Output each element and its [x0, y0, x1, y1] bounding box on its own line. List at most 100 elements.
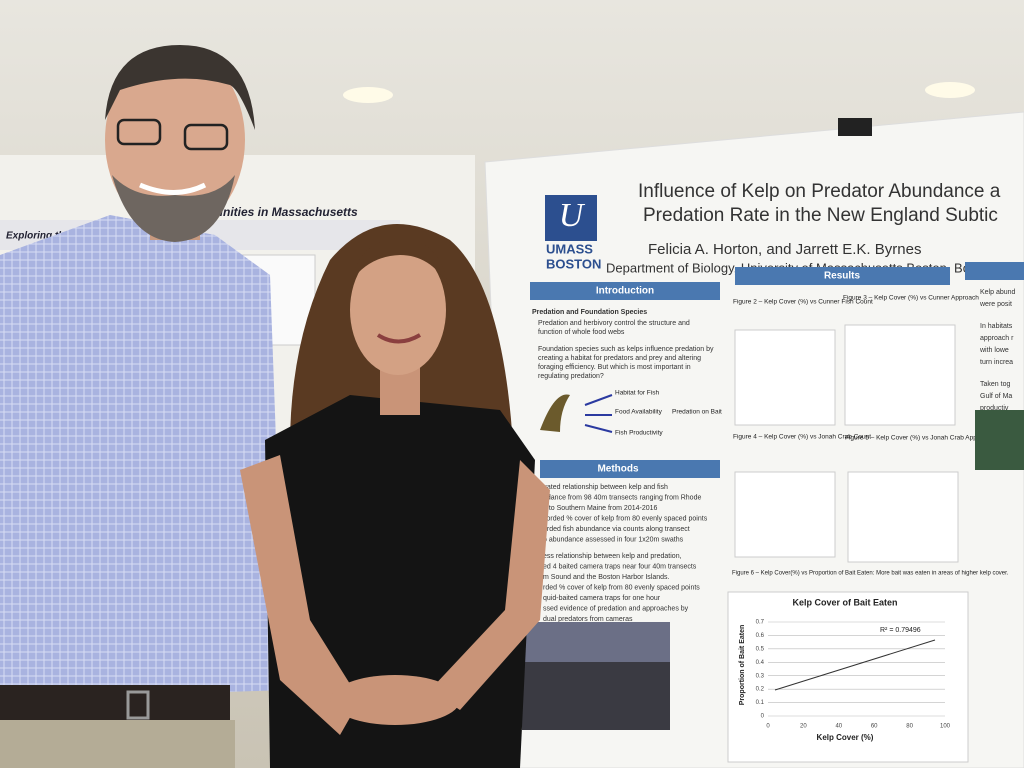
- intro-heading: Predation and Foundation Species: [532, 309, 647, 316]
- diagram-label: Fish Productivity: [615, 430, 663, 437]
- arm: [240, 455, 360, 735]
- beard: [112, 175, 235, 242]
- methods-line: b abundance assessed in four 1x20m swath…: [543, 536, 684, 543]
- diagram-label: Habitat for Fish: [615, 390, 659, 397]
- methods-line: m Sound and the Boston Harbor Islands.: [543, 574, 670, 581]
- methods-photo-sky: [522, 622, 670, 662]
- y-tick-label: 0.5: [756, 646, 765, 652]
- logo-u: U: [559, 197, 586, 234]
- section-bar: [735, 267, 950, 285]
- right-column-text: Kelp abund were posit In habitats approach …: [979, 289, 1016, 412]
- trend-line: [774, 639, 936, 691]
- x-tick-label: 0: [766, 724, 770, 730]
- intro-line: creating a habitat for predators and pre…: [538, 355, 701, 362]
- methods-line: ndance from 98 40m transects ranging fro…: [543, 494, 701, 501]
- mini-chart: [734, 471, 836, 558]
- methods-line: uated relationship between kelp and fish: [543, 484, 668, 491]
- section-bar: [540, 460, 720, 478]
- section-heading: Methods: [597, 464, 639, 475]
- belt: [0, 685, 230, 725]
- diagram-label: Food Availability: [615, 409, 663, 416]
- chart-title: Kelp Cover of Bait Eaten: [792, 597, 897, 607]
- buckle: [126, 690, 150, 720]
- authors: Felicia A. Horton, and Jarrett E.K. Byrn…: [648, 241, 921, 258]
- tick-labels: 0 20 40 60 80 100 0 0.1 0.2 0.3 0.4 0.5 0.6 0.7: [756, 620, 951, 730]
- section-bar: [965, 262, 1024, 280]
- x-axis-label: Kelp Cover (%): [817, 733, 874, 742]
- intro-line: regulating predation?: [538, 373, 604, 380]
- smile: [376, 333, 422, 344]
- methods-line: orded fish abundance via counts along tr…: [543, 526, 690, 533]
- y-tick-label: 0.4: [756, 660, 765, 666]
- mini-chart: [847, 471, 959, 563]
- right-line: Gulf of Ma: [980, 393, 1012, 400]
- methods-line: dual predators from cameras: [543, 616, 633, 623]
- intro-line: Foundation species such as kelps influen…: [538, 346, 714, 353]
- right-line: productiv: [980, 405, 1009, 412]
- x-tick-label: 20: [800, 724, 807, 730]
- shirt: [0, 215, 285, 700]
- ceiling-light: [343, 87, 393, 103]
- y-tick-label: 0.2: [756, 687, 765, 693]
- right-line: were posit: [979, 301, 1012, 308]
- pants: [0, 720, 235, 768]
- methods-line: ess relationship between kelp and predat…: [543, 553, 682, 560]
- hair: [105, 45, 255, 130]
- section-bar: [530, 282, 720, 300]
- y-tick-label: 0.7: [756, 620, 765, 626]
- mini-chart: [844, 324, 956, 426]
- chart-frame: [727, 591, 969, 763]
- figure-caption: Figure 4 – Kelp Cover (%) vs Jonah Crab …: [733, 434, 871, 441]
- ceiling-light: [925, 82, 975, 98]
- clip: [838, 118, 872, 136]
- hands: [330, 675, 460, 725]
- methods-text: uated relationship between kelp and fish…: [543, 484, 708, 623]
- arm: [430, 460, 550, 710]
- logo-text: UMASS: [546, 241, 593, 256]
- bait-chart: Kelp Cover of Bait Eaten R² = 0.79496 Ke…: [727, 591, 969, 763]
- intro-line: foraging efficiency. But which is most i…: [538, 364, 691, 371]
- intro-diagram: Habitat for Fish Food Availability Preda…: [540, 390, 722, 437]
- methods-line: ed 4 baited camera traps near four 40m t…: [543, 563, 697, 570]
- back-poster-text: Exploring the effec: [6, 231, 96, 242]
- figure-caption: Figure 6 – Kelp Cover(%) vs Proportion o…: [732, 571, 1009, 577]
- right-line: approach r: [980, 335, 1014, 342]
- mini-chart: [734, 329, 836, 426]
- glasses: [116, 118, 162, 146]
- right-line: turn increa: [980, 359, 1013, 366]
- figure-caption: Figure 3 – Kelp Cover (%) vs Cunner Appr…: [843, 295, 979, 302]
- back-poster-title: munities in Massachusetts: [205, 205, 358, 219]
- intro-line: Predation and herbivory control the stru…: [538, 320, 690, 327]
- intro-text: Predation and herbivory control the stru…: [538, 320, 714, 380]
- man: [0, 45, 285, 768]
- x-tick-label: 80: [906, 724, 913, 730]
- methods-line: corded % cover of kelp from 80 evenly sp…: [543, 515, 708, 522]
- x-tick-label: 60: [871, 724, 878, 730]
- smile: [139, 182, 207, 195]
- r2-label: R² = 0.79496: [880, 627, 921, 634]
- intro-line: function of whole food webs: [538, 329, 625, 336]
- poster-title: Predation Rate in the New England Subtic: [643, 205, 998, 226]
- section-heading: Introduction: [596, 286, 654, 297]
- x-tick-label: 100: [940, 724, 951, 730]
- y-tick-label: 0.1: [756, 700, 765, 706]
- hair-top: [352, 238, 448, 285]
- figure-caption: Figure 5 – Kelp Cover (%) vs Jonah Crab …: [845, 435, 994, 442]
- logo-mark: [545, 195, 597, 241]
- right-line: Kelp abund: [980, 289, 1016, 296]
- methods-line: ssed evidence of predation and approache…: [543, 605, 689, 612]
- glasses: [183, 123, 229, 151]
- face: [350, 245, 446, 375]
- figure-caption: Figure 2 – Kelp Cover (%) vs Cunner Fish…: [733, 299, 873, 306]
- logo-text: BOSTON: [546, 256, 601, 271]
- y-axis-label: Proportion of Bait Eaten: [739, 625, 746, 706]
- methods-line: quid-baited camera traps for one hour: [543, 595, 661, 602]
- y-tick-label: 0.6: [756, 633, 765, 639]
- woman: [240, 224, 550, 768]
- diagram-label: Predation on Bait: [672, 409, 722, 416]
- right-photo: [975, 410, 1024, 470]
- section-heading: Results: [824, 271, 861, 282]
- right-line: Taken tog: [980, 381, 1010, 388]
